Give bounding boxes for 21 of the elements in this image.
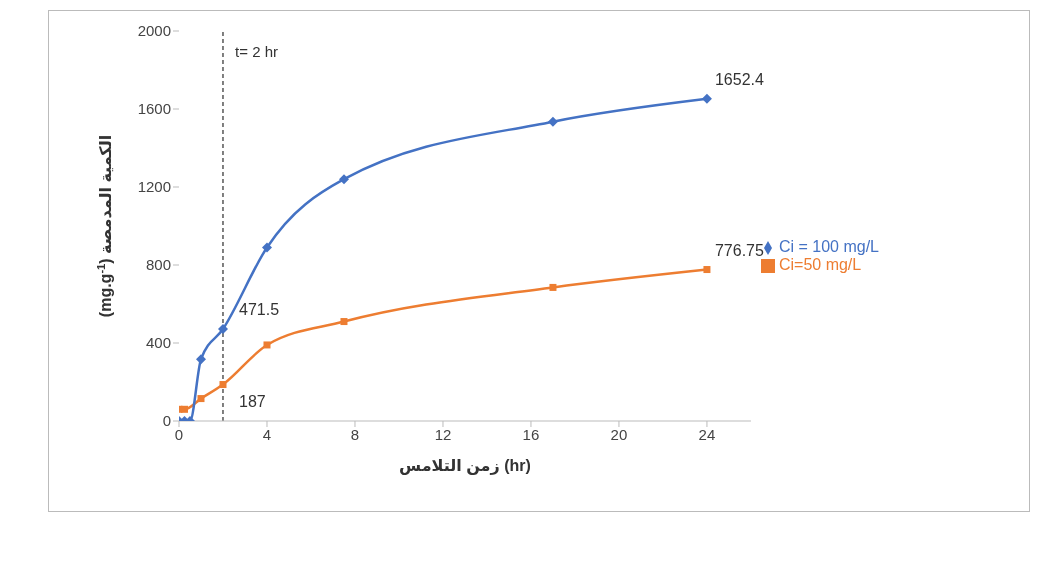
legend-label: Ci = 100 mg/L <box>778 238 879 255</box>
y-tick-label: 1200 <box>137 178 171 196</box>
y-tick-label: 800 <box>145 256 171 274</box>
x-tick-label: 12 <box>434 425 452 443</box>
x-tick-label: 4 <box>262 425 272 443</box>
x-tick-label: 0 <box>174 425 184 443</box>
y-tick-label: 1600 <box>137 100 171 118</box>
x-tick-label: 16 <box>522 425 540 443</box>
y-tick-label: 0 <box>162 412 171 430</box>
x-tick-label: 20 <box>610 425 628 443</box>
data-label: 1652.4 <box>714 70 764 88</box>
x-tick-label: 8 <box>350 425 360 443</box>
x-tick-label: 24 <box>698 425 716 443</box>
data-label: 776.75 <box>714 241 764 259</box>
y-tick-label: 400 <box>145 334 171 352</box>
legend-label: Ci=50 mg/L <box>778 256 862 273</box>
x-axis-title: زمن التلامس (hr) <box>399 457 531 475</box>
data-label: 187 <box>239 392 266 410</box>
ref-line-label: t= 2 hr <box>235 42 278 60</box>
data-label: 471.5 <box>239 301 280 319</box>
y-tick-label: 2000 <box>137 22 171 40</box>
